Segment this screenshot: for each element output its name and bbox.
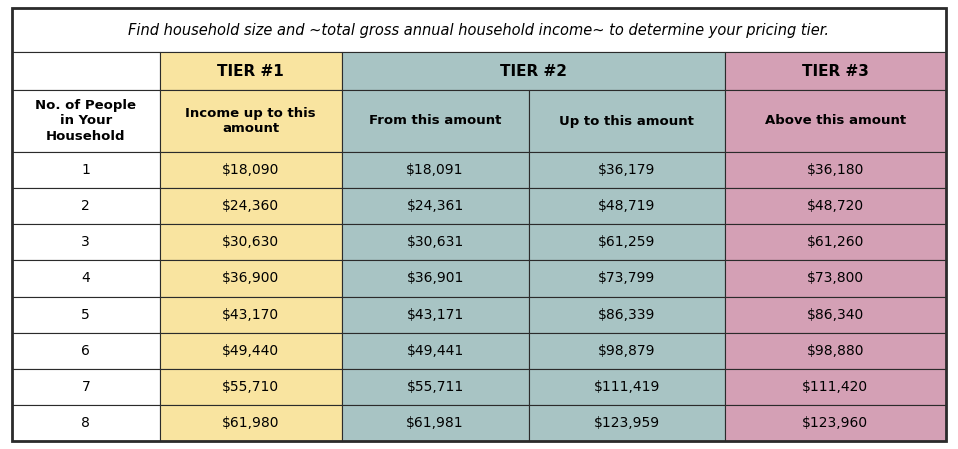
Bar <box>160 188 342 224</box>
Bar <box>342 188 529 224</box>
Text: $55,711: $55,711 <box>406 380 464 394</box>
Text: $111,420: $111,420 <box>802 380 868 394</box>
Bar <box>342 296 529 333</box>
Text: $30,630: $30,630 <box>222 235 279 249</box>
Text: 7: 7 <box>81 380 90 394</box>
Text: $48,720: $48,720 <box>807 199 864 213</box>
Text: 3: 3 <box>81 235 90 249</box>
Bar <box>12 369 160 405</box>
Bar <box>529 296 724 333</box>
Bar <box>160 152 342 188</box>
Bar <box>529 333 724 369</box>
Text: TIER #2: TIER #2 <box>500 63 567 79</box>
Text: TIER #1: TIER #1 <box>217 63 284 79</box>
Bar <box>724 152 946 188</box>
Text: $73,799: $73,799 <box>598 272 655 286</box>
Text: TIER #3: TIER #3 <box>802 63 869 79</box>
Bar <box>529 90 724 152</box>
Text: $61,260: $61,260 <box>807 235 864 249</box>
Text: Above this amount: Above this amount <box>764 114 906 128</box>
Bar <box>342 52 724 90</box>
Text: $86,339: $86,339 <box>598 308 655 321</box>
Bar <box>529 188 724 224</box>
Text: $123,959: $123,959 <box>594 416 660 430</box>
Bar <box>160 52 342 90</box>
Bar <box>342 405 529 441</box>
Text: Up to this amount: Up to this amount <box>559 114 694 128</box>
Bar <box>160 405 342 441</box>
Bar <box>12 405 160 441</box>
Text: $98,880: $98,880 <box>807 343 864 358</box>
Bar <box>724 90 946 152</box>
Text: $55,710: $55,710 <box>222 380 279 394</box>
Text: 8: 8 <box>81 416 90 430</box>
Bar <box>342 224 529 260</box>
Bar <box>529 260 724 296</box>
Text: Find household size and ~total gross annual household income~ to determine your : Find household size and ~total gross ann… <box>128 22 830 38</box>
Text: 6: 6 <box>81 343 90 358</box>
Text: 2: 2 <box>81 199 90 213</box>
Text: $61,259: $61,259 <box>598 235 655 249</box>
Bar <box>342 333 529 369</box>
Text: $49,441: $49,441 <box>406 343 464 358</box>
Text: $30,631: $30,631 <box>406 235 464 249</box>
Bar <box>12 8 946 52</box>
Text: $111,419: $111,419 <box>593 380 660 394</box>
Bar <box>342 369 529 405</box>
Bar <box>160 369 342 405</box>
Text: $48,719: $48,719 <box>598 199 655 213</box>
Text: $18,090: $18,090 <box>222 163 280 177</box>
Text: $36,900: $36,900 <box>222 272 280 286</box>
Text: From this amount: From this amount <box>369 114 501 128</box>
Bar <box>12 188 160 224</box>
Bar <box>724 333 946 369</box>
Text: $98,879: $98,879 <box>598 343 655 358</box>
Bar <box>160 333 342 369</box>
Text: $49,440: $49,440 <box>222 343 279 358</box>
Bar <box>724 260 946 296</box>
Text: $86,340: $86,340 <box>807 308 864 321</box>
Text: $36,180: $36,180 <box>807 163 864 177</box>
Bar <box>160 296 342 333</box>
Bar <box>724 405 946 441</box>
Bar <box>160 90 342 152</box>
Text: $43,170: $43,170 <box>222 308 279 321</box>
Bar <box>724 369 946 405</box>
Text: 1: 1 <box>81 163 90 177</box>
Text: $123,960: $123,960 <box>802 416 868 430</box>
Bar <box>12 296 160 333</box>
Bar <box>160 260 342 296</box>
Text: $73,800: $73,800 <box>807 272 864 286</box>
Bar <box>342 90 529 152</box>
Text: 4: 4 <box>81 272 90 286</box>
Text: $61,980: $61,980 <box>222 416 280 430</box>
Bar <box>724 188 946 224</box>
Bar <box>529 224 724 260</box>
Bar <box>12 260 160 296</box>
Bar <box>12 224 160 260</box>
Text: $43,171: $43,171 <box>406 308 464 321</box>
Bar <box>724 52 946 90</box>
Bar <box>12 52 160 90</box>
Text: $24,360: $24,360 <box>222 199 279 213</box>
Text: $18,091: $18,091 <box>406 163 464 177</box>
Bar <box>529 405 724 441</box>
Bar <box>12 333 160 369</box>
Bar <box>724 224 946 260</box>
Bar <box>342 260 529 296</box>
Text: $36,901: $36,901 <box>406 272 464 286</box>
Text: $61,981: $61,981 <box>406 416 464 430</box>
Bar <box>160 224 342 260</box>
Text: 5: 5 <box>81 308 90 321</box>
Bar <box>12 90 160 152</box>
Bar <box>724 296 946 333</box>
Bar <box>12 152 160 188</box>
Text: $36,179: $36,179 <box>598 163 655 177</box>
Bar <box>529 152 724 188</box>
Text: Income up to this
amount: Income up to this amount <box>185 106 316 136</box>
Bar <box>529 369 724 405</box>
Text: $24,361: $24,361 <box>406 199 464 213</box>
Bar <box>342 152 529 188</box>
Text: No. of People
in Your
Household: No. of People in Your Household <box>35 98 136 144</box>
